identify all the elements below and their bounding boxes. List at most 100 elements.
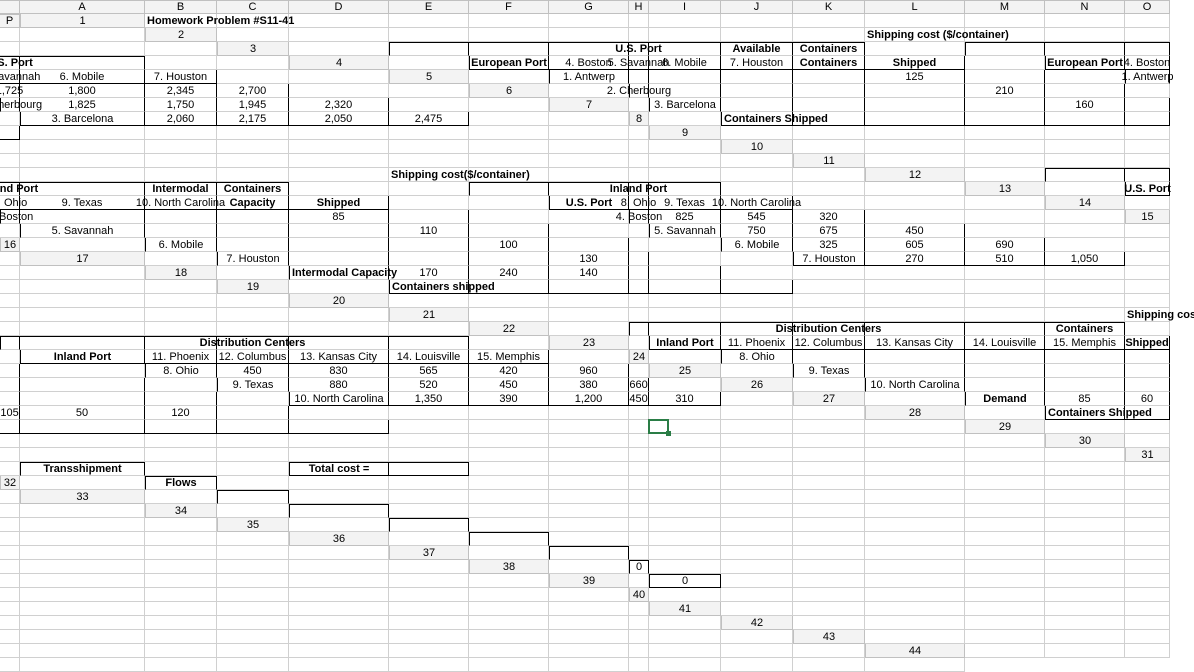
cell-B44[interactable] <box>1045 644 1125 658</box>
cell-J15[interactable]: 5. Savannah <box>649 224 721 238</box>
row-header-9[interactable]: 9 <box>649 126 721 140</box>
cell-P3[interactable] <box>217 56 289 70</box>
cell-A8[interactable] <box>649 112 721 126</box>
cell-F26[interactable] <box>0 392 20 406</box>
cell-F28[interactable] <box>145 420 217 434</box>
row-header-23[interactable]: 23 <box>549 336 629 350</box>
cell-M43[interactable] <box>629 644 649 658</box>
cell-N30[interactable] <box>865 448 965 462</box>
cell-K23[interactable]: 11. Phoenix <box>145 350 217 364</box>
row-header-12[interactable]: 12 <box>865 168 965 182</box>
cell-H32[interactable] <box>629 476 649 490</box>
col-header-E[interactable]: E <box>389 0 469 14</box>
row-header-15[interactable]: 15 <box>1125 210 1170 224</box>
cell-N33[interactable] <box>1125 490 1170 504</box>
cell-F40[interactable] <box>1045 588 1125 602</box>
cell-F38[interactable] <box>865 560 965 574</box>
cell-D24[interactable] <box>865 350 965 364</box>
cell-L25[interactable]: 520 <box>389 378 469 392</box>
cell-O1[interactable] <box>0 28 20 42</box>
cell-A36[interactable] <box>389 532 469 546</box>
cell-C21[interactable] <box>629 308 649 322</box>
cell-K15[interactable]: 750 <box>721 224 793 238</box>
cell-J34[interactable] <box>865 504 965 518</box>
cell-H18[interactable] <box>721 266 793 280</box>
cell-O7[interactable] <box>469 112 549 126</box>
cell-M16[interactable]: 690 <box>965 238 1045 252</box>
row-header-32[interactable]: 32 <box>0 476 20 490</box>
cell-M5[interactable]: 2,345 <box>145 84 217 98</box>
cell-G35[interactable] <box>721 518 793 532</box>
row-header-1[interactable]: 1 <box>20 14 145 28</box>
cell-I10[interactable] <box>217 154 289 168</box>
cell-K44[interactable] <box>549 658 629 672</box>
cell-D12[interactable]: Inland Port <box>0 182 20 196</box>
cell-C18[interactable]: 170 <box>389 266 469 280</box>
cell-M14[interactable]: 320 <box>793 210 865 224</box>
cell-B41[interactable] <box>793 602 865 616</box>
cell-P40[interactable] <box>629 602 649 616</box>
cell-P12[interactable] <box>865 182 965 196</box>
cell-B8[interactable]: Containers Shipped <box>721 112 793 126</box>
cell-N26[interactable]: 450 <box>629 392 649 406</box>
cell-L8[interactable] <box>289 126 389 140</box>
col-header-G[interactable]: G <box>549 0 629 14</box>
cell-F15[interactable]: 110 <box>389 224 469 238</box>
cell-N12[interactable] <box>721 182 793 196</box>
cell-K31[interactable] <box>721 462 793 476</box>
cell-H43[interactable] <box>217 644 289 658</box>
cell-M11[interactable] <box>629 168 649 182</box>
cell-N23[interactable]: 14. Louisville <box>389 350 469 364</box>
cell-O38[interactable] <box>389 574 469 588</box>
cell-A5[interactable] <box>469 70 549 84</box>
cell-A38[interactable] <box>549 560 629 574</box>
cell-E6[interactable] <box>793 84 865 98</box>
cell-O39[interactable] <box>469 588 549 602</box>
cell-O41[interactable] <box>629 616 649 630</box>
cell-B42[interactable] <box>865 616 965 630</box>
cell-I40[interactable] <box>20 602 145 616</box>
cell-G22[interactable] <box>965 322 1045 336</box>
cell-F25[interactable] <box>1125 364 1170 378</box>
cell-J6[interactable]: 2. Cherbourg <box>0 98 20 112</box>
cell-L16[interactable]: 605 <box>865 238 965 252</box>
cell-A26[interactable] <box>793 378 865 392</box>
cell-O34[interactable] <box>20 518 145 532</box>
cell-K26[interactable]: 1,350 <box>389 392 469 406</box>
cell-B20[interactable] <box>469 294 549 308</box>
cell-B19[interactable]: Containers shipped <box>389 280 469 294</box>
cell-C20[interactable] <box>549 294 629 308</box>
cell-H23[interactable]: Shipped <box>1125 336 1170 350</box>
cell-K4[interactable]: 4. Boston <box>1125 56 1170 70</box>
row-header-3[interactable]: 3 <box>217 42 289 56</box>
cell-L41[interactable] <box>389 616 469 630</box>
cell-O35[interactable] <box>145 532 217 546</box>
cell-G23[interactable]: 15. Memphis <box>1045 336 1125 350</box>
cell-J1[interactable] <box>793 14 865 28</box>
cell-I2[interactable] <box>793 28 865 42</box>
cell-J8[interactable] <box>145 126 217 140</box>
cell-N24[interactable]: 420 <box>469 364 549 378</box>
row-header-22[interactable]: 22 <box>469 322 549 336</box>
cell-H1[interactable] <box>649 14 721 28</box>
cell-I30[interactable] <box>549 448 629 462</box>
cell-O15[interactable] <box>1045 224 1125 238</box>
cell-H3[interactable]: Containers <box>793 42 865 56</box>
cell-O4[interactable] <box>217 70 289 84</box>
cell-C12[interactable] <box>1125 168 1170 182</box>
cell-N5[interactable]: 2,700 <box>217 84 289 98</box>
cell-C14[interactable] <box>20 210 145 224</box>
cell-P17[interactable] <box>20 266 145 280</box>
cell-N19[interactable] <box>20 294 145 308</box>
cell-A43[interactable] <box>865 630 965 644</box>
cell-I28[interactable] <box>389 420 469 434</box>
cell-B4[interactable]: European Port <box>469 56 549 70</box>
cell-M39[interactable] <box>289 588 389 602</box>
cell-M10[interactable] <box>549 154 629 168</box>
cell-G28[interactable] <box>217 420 289 434</box>
row-header-42[interactable]: 42 <box>721 616 793 630</box>
cell-D7[interactable] <box>793 98 865 112</box>
row-header-28[interactable]: 28 <box>865 406 965 420</box>
cell-J10[interactable] <box>289 154 389 168</box>
cell-I24[interactable] <box>20 364 145 378</box>
